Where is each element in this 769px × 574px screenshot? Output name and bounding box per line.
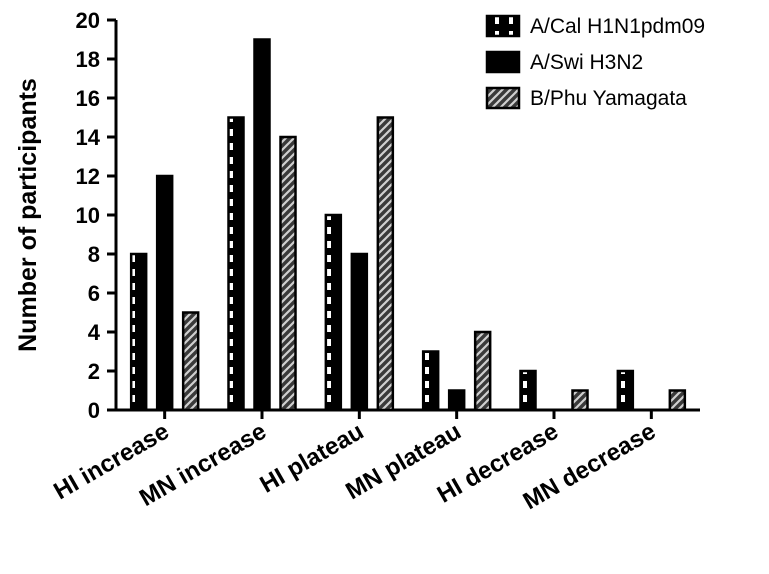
bar bbox=[279, 135, 297, 412]
bar bbox=[253, 38, 271, 412]
bar bbox=[447, 389, 466, 412]
bar bbox=[616, 369, 635, 412]
y-tick-label: 0 bbox=[88, 398, 100, 423]
y-tick-label: 14 bbox=[76, 125, 101, 150]
legend-label: A/Swi H3N2 bbox=[530, 51, 643, 74]
bar bbox=[421, 350, 440, 412]
bar bbox=[181, 311, 200, 412]
legend-swatch bbox=[485, 14, 521, 38]
y-tick-label: 6 bbox=[88, 281, 100, 306]
y-tick-label: 18 bbox=[76, 47, 100, 72]
bar bbox=[668, 389, 687, 412]
bar bbox=[376, 116, 395, 412]
y-axis-title: Number of participants bbox=[14, 78, 42, 352]
y-tick-label: 4 bbox=[88, 320, 101, 345]
bar bbox=[350, 252, 369, 412]
y-tick-label: 12 bbox=[76, 164, 100, 189]
y-tick-label: 2 bbox=[88, 359, 100, 384]
bar bbox=[227, 116, 245, 412]
bar bbox=[571, 389, 589, 412]
y-axis: 0 2 4 6 8 10 12 14 16 18 20 bbox=[76, 8, 118, 423]
bar bbox=[324, 213, 343, 412]
y-tick-label: 20 bbox=[76, 8, 100, 33]
y-tick-label: 10 bbox=[76, 203, 100, 228]
legend-swatch bbox=[485, 50, 521, 74]
legend-label: A/Cal H1N1pdm09 bbox=[530, 15, 705, 38]
legend-swatch bbox=[485, 86, 521, 110]
legend-label: B/Phu Yamagata bbox=[530, 87, 687, 110]
y-tick-label: 16 bbox=[76, 86, 100, 111]
bar bbox=[519, 369, 537, 412]
y-tick-label: 8 bbox=[88, 242, 100, 267]
bars bbox=[129, 38, 687, 412]
bar bbox=[129, 252, 148, 412]
bar bbox=[473, 330, 492, 412]
legend: A/Cal H1N1pdm09 A/Swi H3N2 B/Phu Yamagata bbox=[485, 14, 705, 110]
bar bbox=[155, 174, 174, 412]
